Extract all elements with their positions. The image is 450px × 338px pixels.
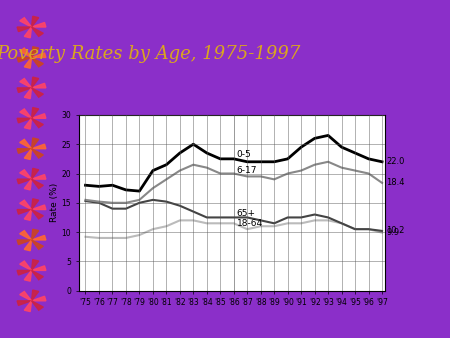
Polygon shape bbox=[32, 210, 43, 219]
Polygon shape bbox=[20, 170, 32, 179]
Polygon shape bbox=[32, 270, 43, 280]
Polygon shape bbox=[17, 149, 32, 153]
Polygon shape bbox=[17, 210, 32, 214]
Polygon shape bbox=[32, 205, 46, 210]
Polygon shape bbox=[32, 114, 46, 118]
Polygon shape bbox=[32, 88, 43, 97]
Polygon shape bbox=[17, 240, 32, 245]
Polygon shape bbox=[32, 83, 46, 88]
Polygon shape bbox=[24, 210, 32, 220]
Polygon shape bbox=[32, 290, 39, 301]
Polygon shape bbox=[32, 27, 43, 37]
Polygon shape bbox=[32, 144, 46, 149]
Polygon shape bbox=[32, 179, 43, 189]
Polygon shape bbox=[20, 18, 32, 27]
Polygon shape bbox=[17, 179, 32, 184]
Text: 18-64: 18-64 bbox=[236, 219, 263, 228]
Polygon shape bbox=[24, 240, 32, 251]
Polygon shape bbox=[24, 118, 32, 129]
Polygon shape bbox=[17, 270, 32, 275]
Polygon shape bbox=[32, 77, 39, 88]
Polygon shape bbox=[20, 200, 32, 210]
Polygon shape bbox=[32, 199, 39, 210]
Polygon shape bbox=[32, 174, 46, 179]
Polygon shape bbox=[20, 78, 32, 88]
Polygon shape bbox=[20, 291, 32, 301]
Polygon shape bbox=[17, 27, 32, 32]
Polygon shape bbox=[32, 301, 43, 310]
Polygon shape bbox=[17, 301, 32, 306]
Polygon shape bbox=[20, 261, 32, 270]
Polygon shape bbox=[32, 22, 46, 27]
Polygon shape bbox=[24, 179, 32, 190]
Polygon shape bbox=[32, 168, 39, 179]
Y-axis label: Rate (%): Rate (%) bbox=[50, 183, 58, 222]
Text: 6-17: 6-17 bbox=[236, 166, 257, 175]
Polygon shape bbox=[24, 301, 32, 312]
Polygon shape bbox=[17, 118, 32, 123]
Polygon shape bbox=[24, 27, 32, 38]
Polygon shape bbox=[32, 16, 39, 27]
Polygon shape bbox=[20, 109, 32, 118]
Polygon shape bbox=[32, 266, 46, 270]
Polygon shape bbox=[32, 240, 43, 249]
Text: 18.4: 18.4 bbox=[386, 178, 405, 187]
Polygon shape bbox=[32, 296, 46, 301]
Polygon shape bbox=[32, 229, 39, 240]
Polygon shape bbox=[32, 57, 43, 67]
Polygon shape bbox=[20, 48, 32, 57]
Polygon shape bbox=[32, 107, 39, 118]
Text: 10.2: 10.2 bbox=[386, 226, 405, 236]
Polygon shape bbox=[32, 260, 39, 270]
Polygon shape bbox=[24, 88, 32, 99]
Polygon shape bbox=[17, 88, 32, 93]
Polygon shape bbox=[24, 57, 32, 68]
Polygon shape bbox=[20, 139, 32, 149]
Text: 65+: 65+ bbox=[236, 209, 256, 218]
Polygon shape bbox=[32, 235, 46, 240]
Polygon shape bbox=[32, 149, 43, 158]
Polygon shape bbox=[17, 57, 32, 62]
Text: Poverty Rates by Age, 1975-1997: Poverty Rates by Age, 1975-1997 bbox=[0, 45, 301, 63]
Text: 9.9: 9.9 bbox=[386, 228, 399, 237]
Polygon shape bbox=[32, 53, 46, 57]
Text: 22.0: 22.0 bbox=[386, 157, 405, 166]
Polygon shape bbox=[32, 138, 39, 149]
Polygon shape bbox=[24, 149, 32, 160]
Text: 0-5: 0-5 bbox=[236, 150, 251, 159]
Polygon shape bbox=[24, 270, 32, 281]
Polygon shape bbox=[32, 47, 39, 57]
Polygon shape bbox=[32, 118, 43, 128]
Polygon shape bbox=[20, 231, 32, 240]
